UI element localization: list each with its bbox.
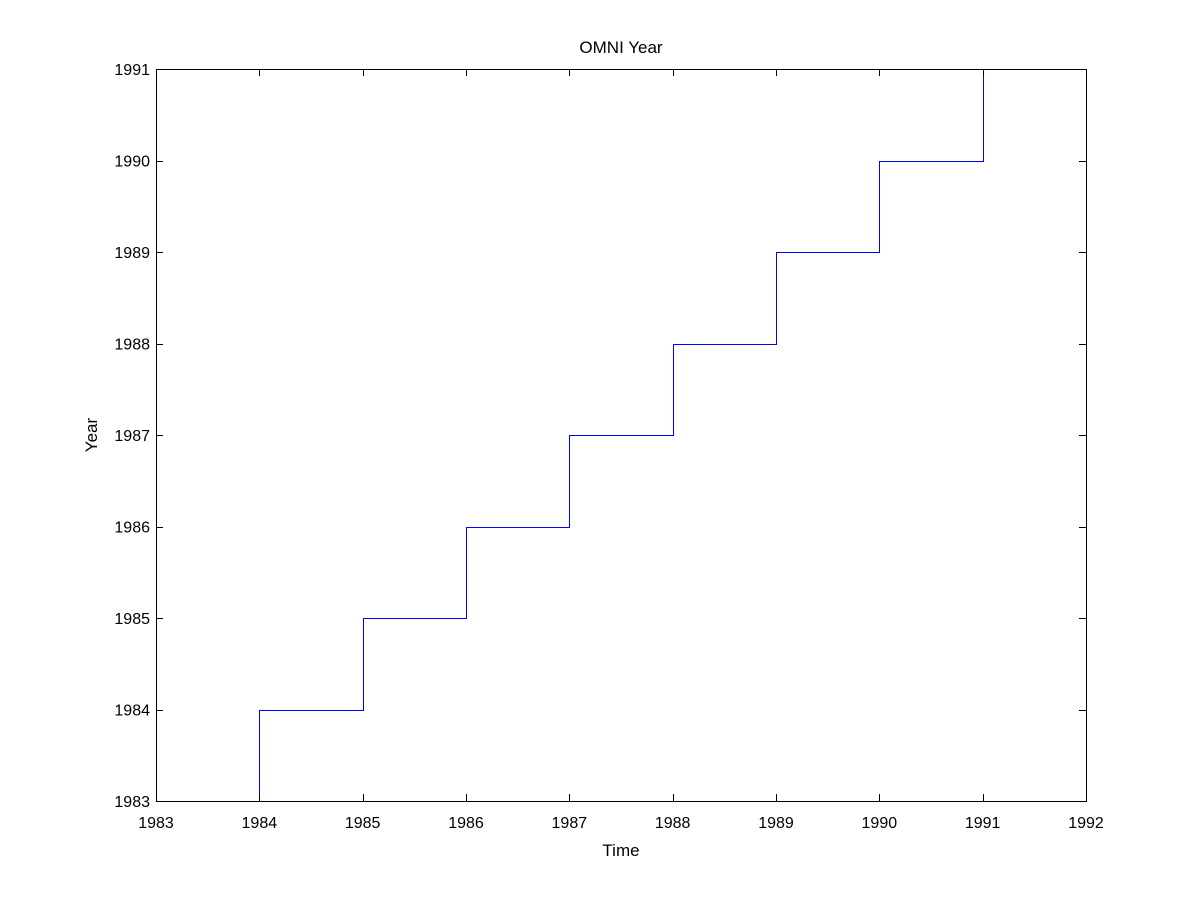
x-tick-label: 1991: [965, 815, 1001, 832]
series-line-0: [259, 69, 984, 802]
chart-title: OMNI Year: [579, 38, 662, 57]
y-axis-label: Year: [82, 417, 101, 452]
x-tick-label: 1989: [758, 815, 794, 832]
y-tick-label: 1991: [114, 62, 150, 79]
y-tick-label: 1985: [114, 611, 150, 628]
x-axis-label: Time: [602, 841, 639, 860]
y-tick-label: 1986: [114, 520, 150, 537]
x-tick-label: 1992: [1068, 815, 1104, 832]
axes-box: [156, 69, 1087, 802]
y-tick-label: 1984: [114, 703, 150, 720]
x-tick-label: 1990: [862, 815, 898, 832]
y-tick-label: 1990: [114, 154, 150, 171]
y-tick-label: 1989: [114, 245, 150, 262]
x-tick-label: 1988: [655, 815, 691, 832]
y-tick-label: 1987: [114, 428, 150, 445]
series-layer: [259, 69, 984, 802]
y-tick-label: 1988: [114, 337, 150, 354]
x-tick-label: 1984: [242, 815, 278, 832]
x-tick-label: 1985: [345, 815, 381, 832]
x-tick-label: 1986: [448, 815, 484, 832]
tick-layer: 1983 1984 1985 1986 1987 1988 1989 1990 1991 1992…: [114, 62, 1103, 832]
x-tick-label: 1987: [552, 815, 588, 832]
y-tick-label: 1983: [114, 794, 150, 811]
x-tick-label: 1983: [138, 815, 174, 832]
